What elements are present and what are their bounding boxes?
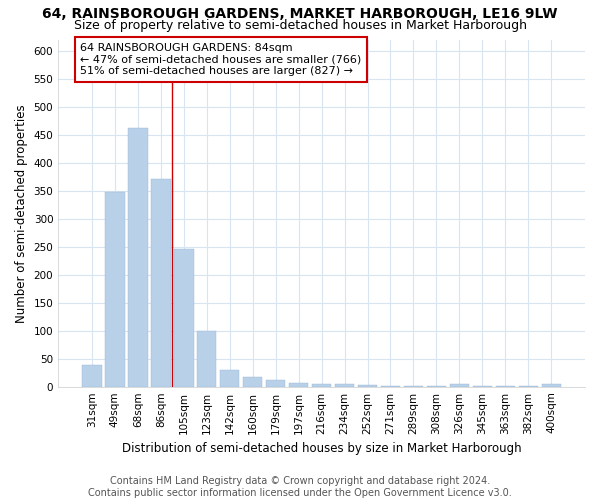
Bar	[105, 192, 125, 386]
Bar	[542, 384, 561, 386]
Bar	[358, 385, 377, 386]
Bar	[174, 248, 194, 386]
Bar	[220, 370, 239, 386]
Bar	[82, 366, 101, 386]
Bar	[197, 331, 217, 386]
Text: Contains HM Land Registry data © Crown copyright and database right 2024.
Contai: Contains HM Land Registry data © Crown c…	[88, 476, 512, 498]
Bar	[128, 128, 148, 386]
Bar	[289, 383, 308, 386]
X-axis label: Distribution of semi-detached houses by size in Market Harborough: Distribution of semi-detached houses by …	[122, 442, 521, 455]
Text: 64, RAINSBOROUGH GARDENS, MARKET HARBOROUGH, LE16 9LW: 64, RAINSBOROUGH GARDENS, MARKET HARBORO…	[42, 8, 558, 22]
Y-axis label: Number of semi-detached properties: Number of semi-detached properties	[15, 104, 28, 322]
Bar	[243, 376, 262, 386]
Text: Size of property relative to semi-detached houses in Market Harborough: Size of property relative to semi-detach…	[74, 19, 527, 32]
Bar	[151, 178, 170, 386]
Bar	[312, 384, 331, 386]
Text: 64 RAINSBOROUGH GARDENS: 84sqm
← 47% of semi-detached houses are smaller (766)
5: 64 RAINSBOROUGH GARDENS: 84sqm ← 47% of …	[80, 43, 362, 76]
Bar	[335, 384, 355, 386]
Bar	[266, 380, 286, 386]
Bar	[449, 384, 469, 386]
